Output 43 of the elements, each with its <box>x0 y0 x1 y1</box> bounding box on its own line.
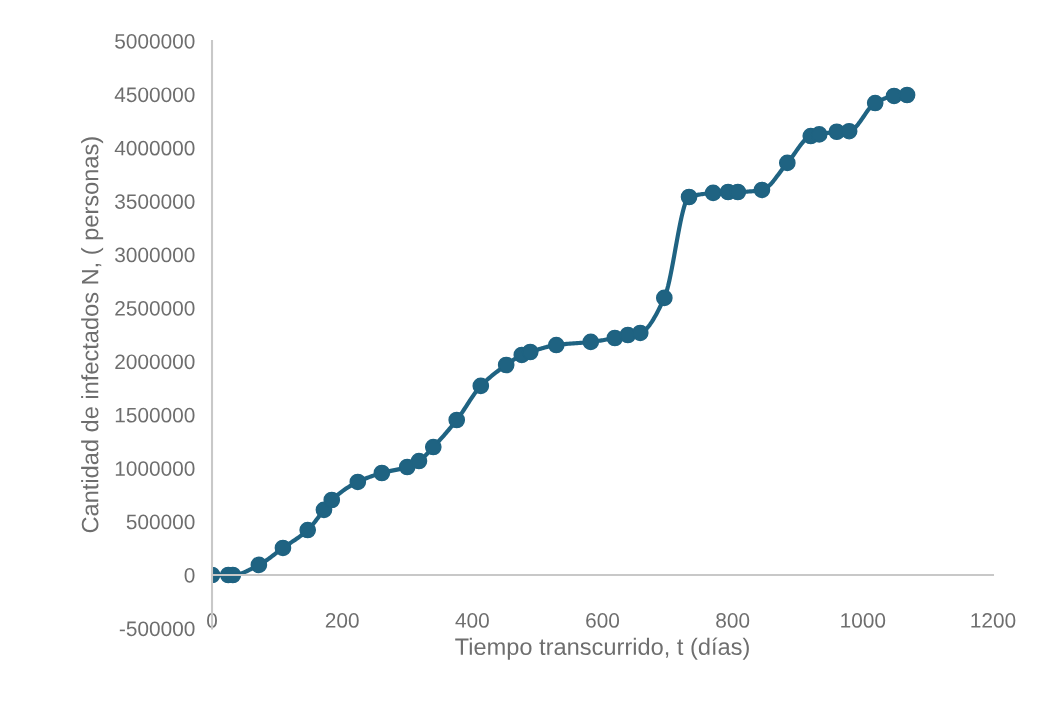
y-tick-label: 0 <box>184 567 195 583</box>
point <box>866 94 884 112</box>
point <box>680 188 698 206</box>
y-tick-label: 5000000 <box>115 33 195 49</box>
point <box>655 289 673 307</box>
y-tick-label: -500000 <box>119 621 195 637</box>
point <box>631 324 649 342</box>
point <box>373 464 391 482</box>
y-tick-label: 4500000 <box>114 87 195 103</box>
y-tick-label: 1000000 <box>115 461 195 476</box>
y-tick-label: 500000 <box>126 514 195 530</box>
point <box>274 539 292 557</box>
x-tick-label: 1200 <box>971 613 1016 628</box>
point <box>704 184 722 202</box>
y-tick-label: 2000000 <box>115 354 195 370</box>
y-tick-label: 4000000 <box>114 140 195 156</box>
x-tick-label: 200 <box>325 613 359 628</box>
x-axis-title: Tiempo transcurrido, t (días) <box>455 637 749 660</box>
x-tick-label: 600 <box>586 613 620 628</box>
point <box>448 411 466 429</box>
x-tick-label: 800 <box>716 613 750 628</box>
point <box>521 343 539 361</box>
y-tick-label: 1500000 <box>115 407 195 423</box>
point <box>424 438 442 456</box>
point <box>410 452 428 470</box>
point <box>753 181 771 199</box>
point <box>898 86 916 104</box>
point <box>349 473 367 491</box>
point <box>250 556 268 574</box>
point <box>323 491 341 509</box>
y-tick-label: 3500000 <box>115 194 195 209</box>
point <box>547 336 565 354</box>
point <box>778 154 796 172</box>
point <box>582 333 600 351</box>
point <box>472 377 490 395</box>
y-tick-label: 3000000 <box>115 247 195 263</box>
x-tick-label: 1000 <box>841 613 886 628</box>
y-tick-label: 2500000 <box>115 300 195 316</box>
point <box>840 122 858 140</box>
point <box>497 356 515 374</box>
point <box>299 521 317 539</box>
y-axis-title: Cantidad de infectados N, ( personas) <box>81 137 104 533</box>
x-tick-label: 400 <box>455 613 489 628</box>
